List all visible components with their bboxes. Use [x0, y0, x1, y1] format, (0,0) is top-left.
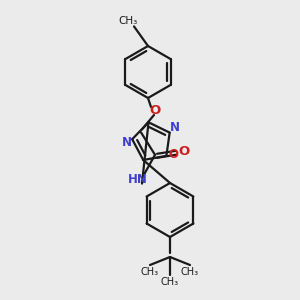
- Text: CH₃: CH₃: [161, 277, 179, 287]
- Text: N: N: [170, 121, 180, 134]
- Text: O: O: [168, 148, 178, 161]
- Text: N: N: [122, 136, 132, 149]
- Text: HN: HN: [128, 173, 148, 186]
- Text: CH₃: CH₃: [118, 16, 138, 26]
- Text: CH₃: CH₃: [141, 267, 159, 277]
- Text: CH₃: CH₃: [181, 267, 199, 277]
- Text: O: O: [178, 145, 189, 158]
- Text: O: O: [149, 103, 161, 116]
